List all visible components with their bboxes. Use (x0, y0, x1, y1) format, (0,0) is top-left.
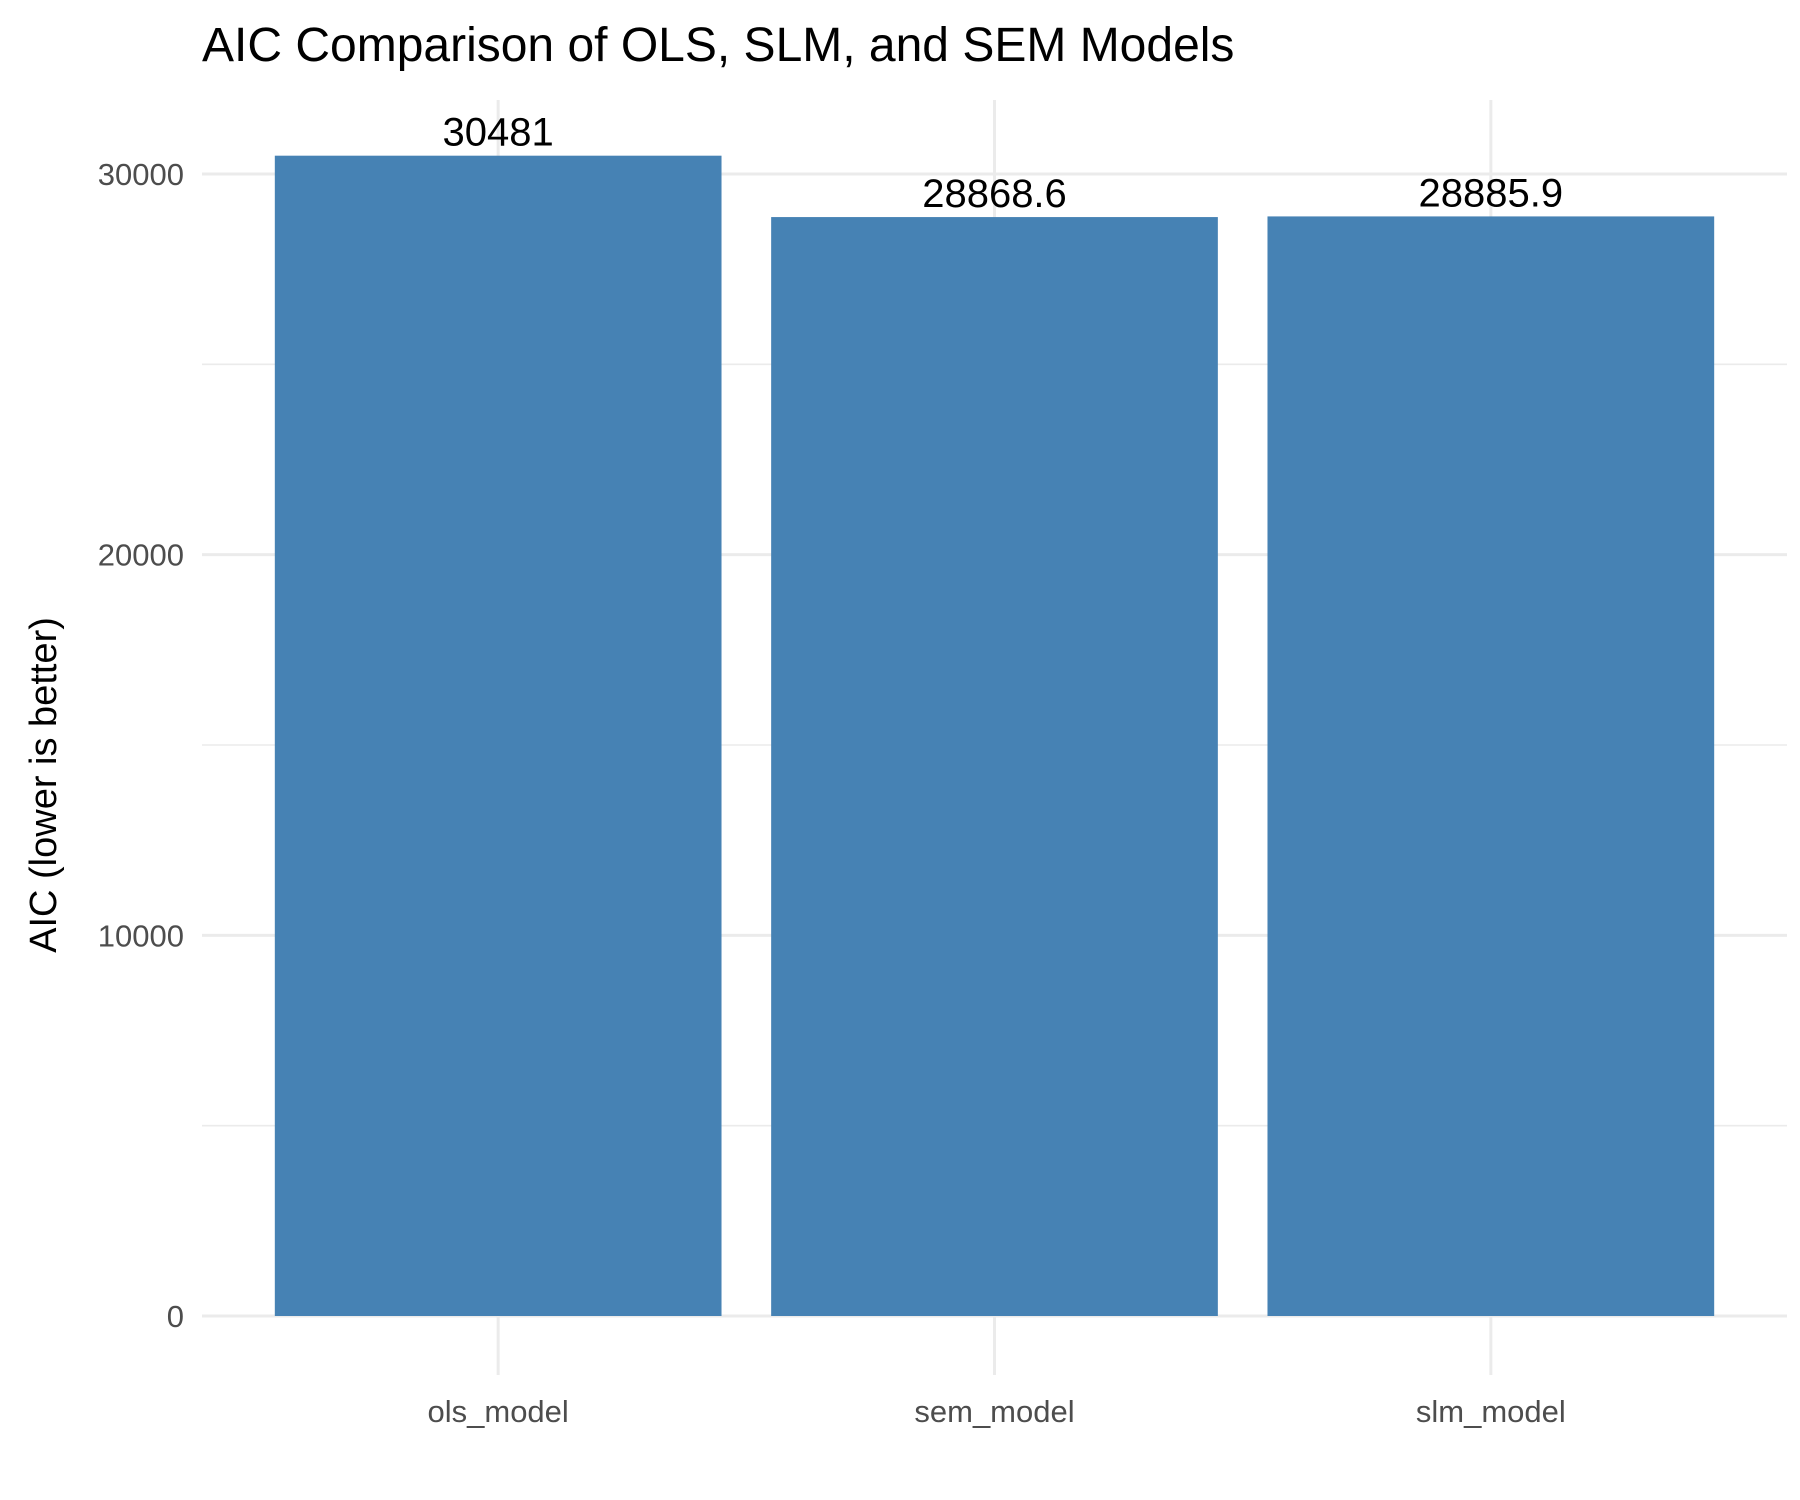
chart-title: AIC Comparison of OLS, SLM, and SEM Mode… (202, 19, 1234, 72)
data-labels-layer: 30481 28868.6 28885.9 (443, 111, 1564, 216)
bar-slm_model (1267, 216, 1715, 1317)
y-tick-label: 20000 (98, 538, 184, 573)
bar-ols_model (274, 155, 722, 1316)
y-axis-title: AIC (lower is better) (23, 617, 65, 953)
y-tick-label: 10000 (98, 918, 184, 953)
bar-sem_model (771, 217, 1218, 1317)
x-tick-label-ols_model: ols_model (428, 1394, 569, 1429)
y-tick-label: 30000 (98, 157, 184, 192)
data-label-slm_model: 28885.9 (1419, 171, 1564, 215)
x-tick-label-sem_model: sem_model (914, 1394, 1074, 1429)
y-axis-ticks: 0 10000 20000 30000 (98, 157, 184, 1334)
x-axis-ticks: ols_model sem_model slm_model (428, 1394, 1566, 1429)
data-label-ols_model: 30481 (443, 111, 554, 155)
bars-layer (274, 155, 1715, 1317)
x-tick-label-slm_model: slm_model (1416, 1394, 1566, 1429)
y-tick-label: 0 (167, 1299, 184, 1334)
data-label-sem_model: 28868.6 (922, 172, 1067, 216)
